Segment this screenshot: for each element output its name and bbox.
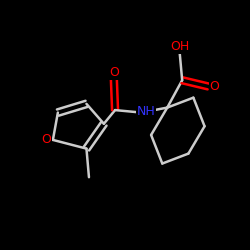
Text: O: O bbox=[109, 66, 119, 79]
Text: O: O bbox=[210, 80, 220, 93]
Text: O: O bbox=[42, 134, 52, 146]
Text: OH: OH bbox=[170, 40, 189, 53]
Text: NH: NH bbox=[136, 105, 155, 118]
